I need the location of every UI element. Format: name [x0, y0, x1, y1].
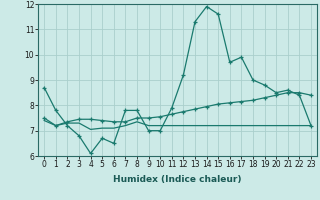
X-axis label: Humidex (Indice chaleur): Humidex (Indice chaleur): [113, 175, 242, 184]
